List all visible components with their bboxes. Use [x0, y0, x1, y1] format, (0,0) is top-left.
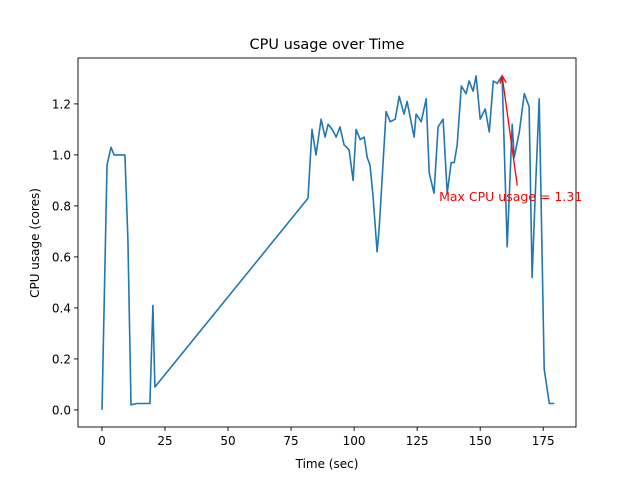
y-tick-label: 0.8	[52, 199, 71, 213]
x-tick-label: 25	[157, 434, 172, 448]
x-tick-label: 75	[283, 434, 298, 448]
annotation-arrow	[501, 75, 518, 186]
x-tick-label: 125	[406, 434, 429, 448]
x-tick-label: 0	[98, 434, 106, 448]
x-tick-label: 175	[532, 434, 555, 448]
x-tick-label: 50	[220, 434, 235, 448]
y-tick-label: 1.0	[52, 148, 71, 162]
y-tick-label: 1.2	[52, 97, 71, 111]
annotation-arrowhead	[499, 74, 507, 84]
x-tick-label: 150	[469, 434, 492, 448]
y-tick-label: 0.4	[52, 301, 71, 315]
plot-area: 0 25 50 75 100 125 150 175 0.0 0.2 0.4 0.6 0.8 1.0 1.2…	[52, 57, 582, 448]
x-tick-label: 100	[343, 434, 366, 448]
series-line-0	[101, 75, 555, 410]
y-tick-label: 0.2	[52, 352, 71, 366]
chart-title: CPU usage over Time	[250, 37, 405, 53]
axes-frame	[77, 57, 577, 428]
annotation-text: Max CPU usage = 1.31	[439, 189, 582, 204]
y-axis-label: CPU usage (cores)	[28, 188, 42, 298]
x-axis-label: Time (sec)	[295, 457, 359, 471]
y-tick-label: 0.6	[52, 250, 71, 264]
y-tick-label: 0.0	[52, 403, 71, 417]
